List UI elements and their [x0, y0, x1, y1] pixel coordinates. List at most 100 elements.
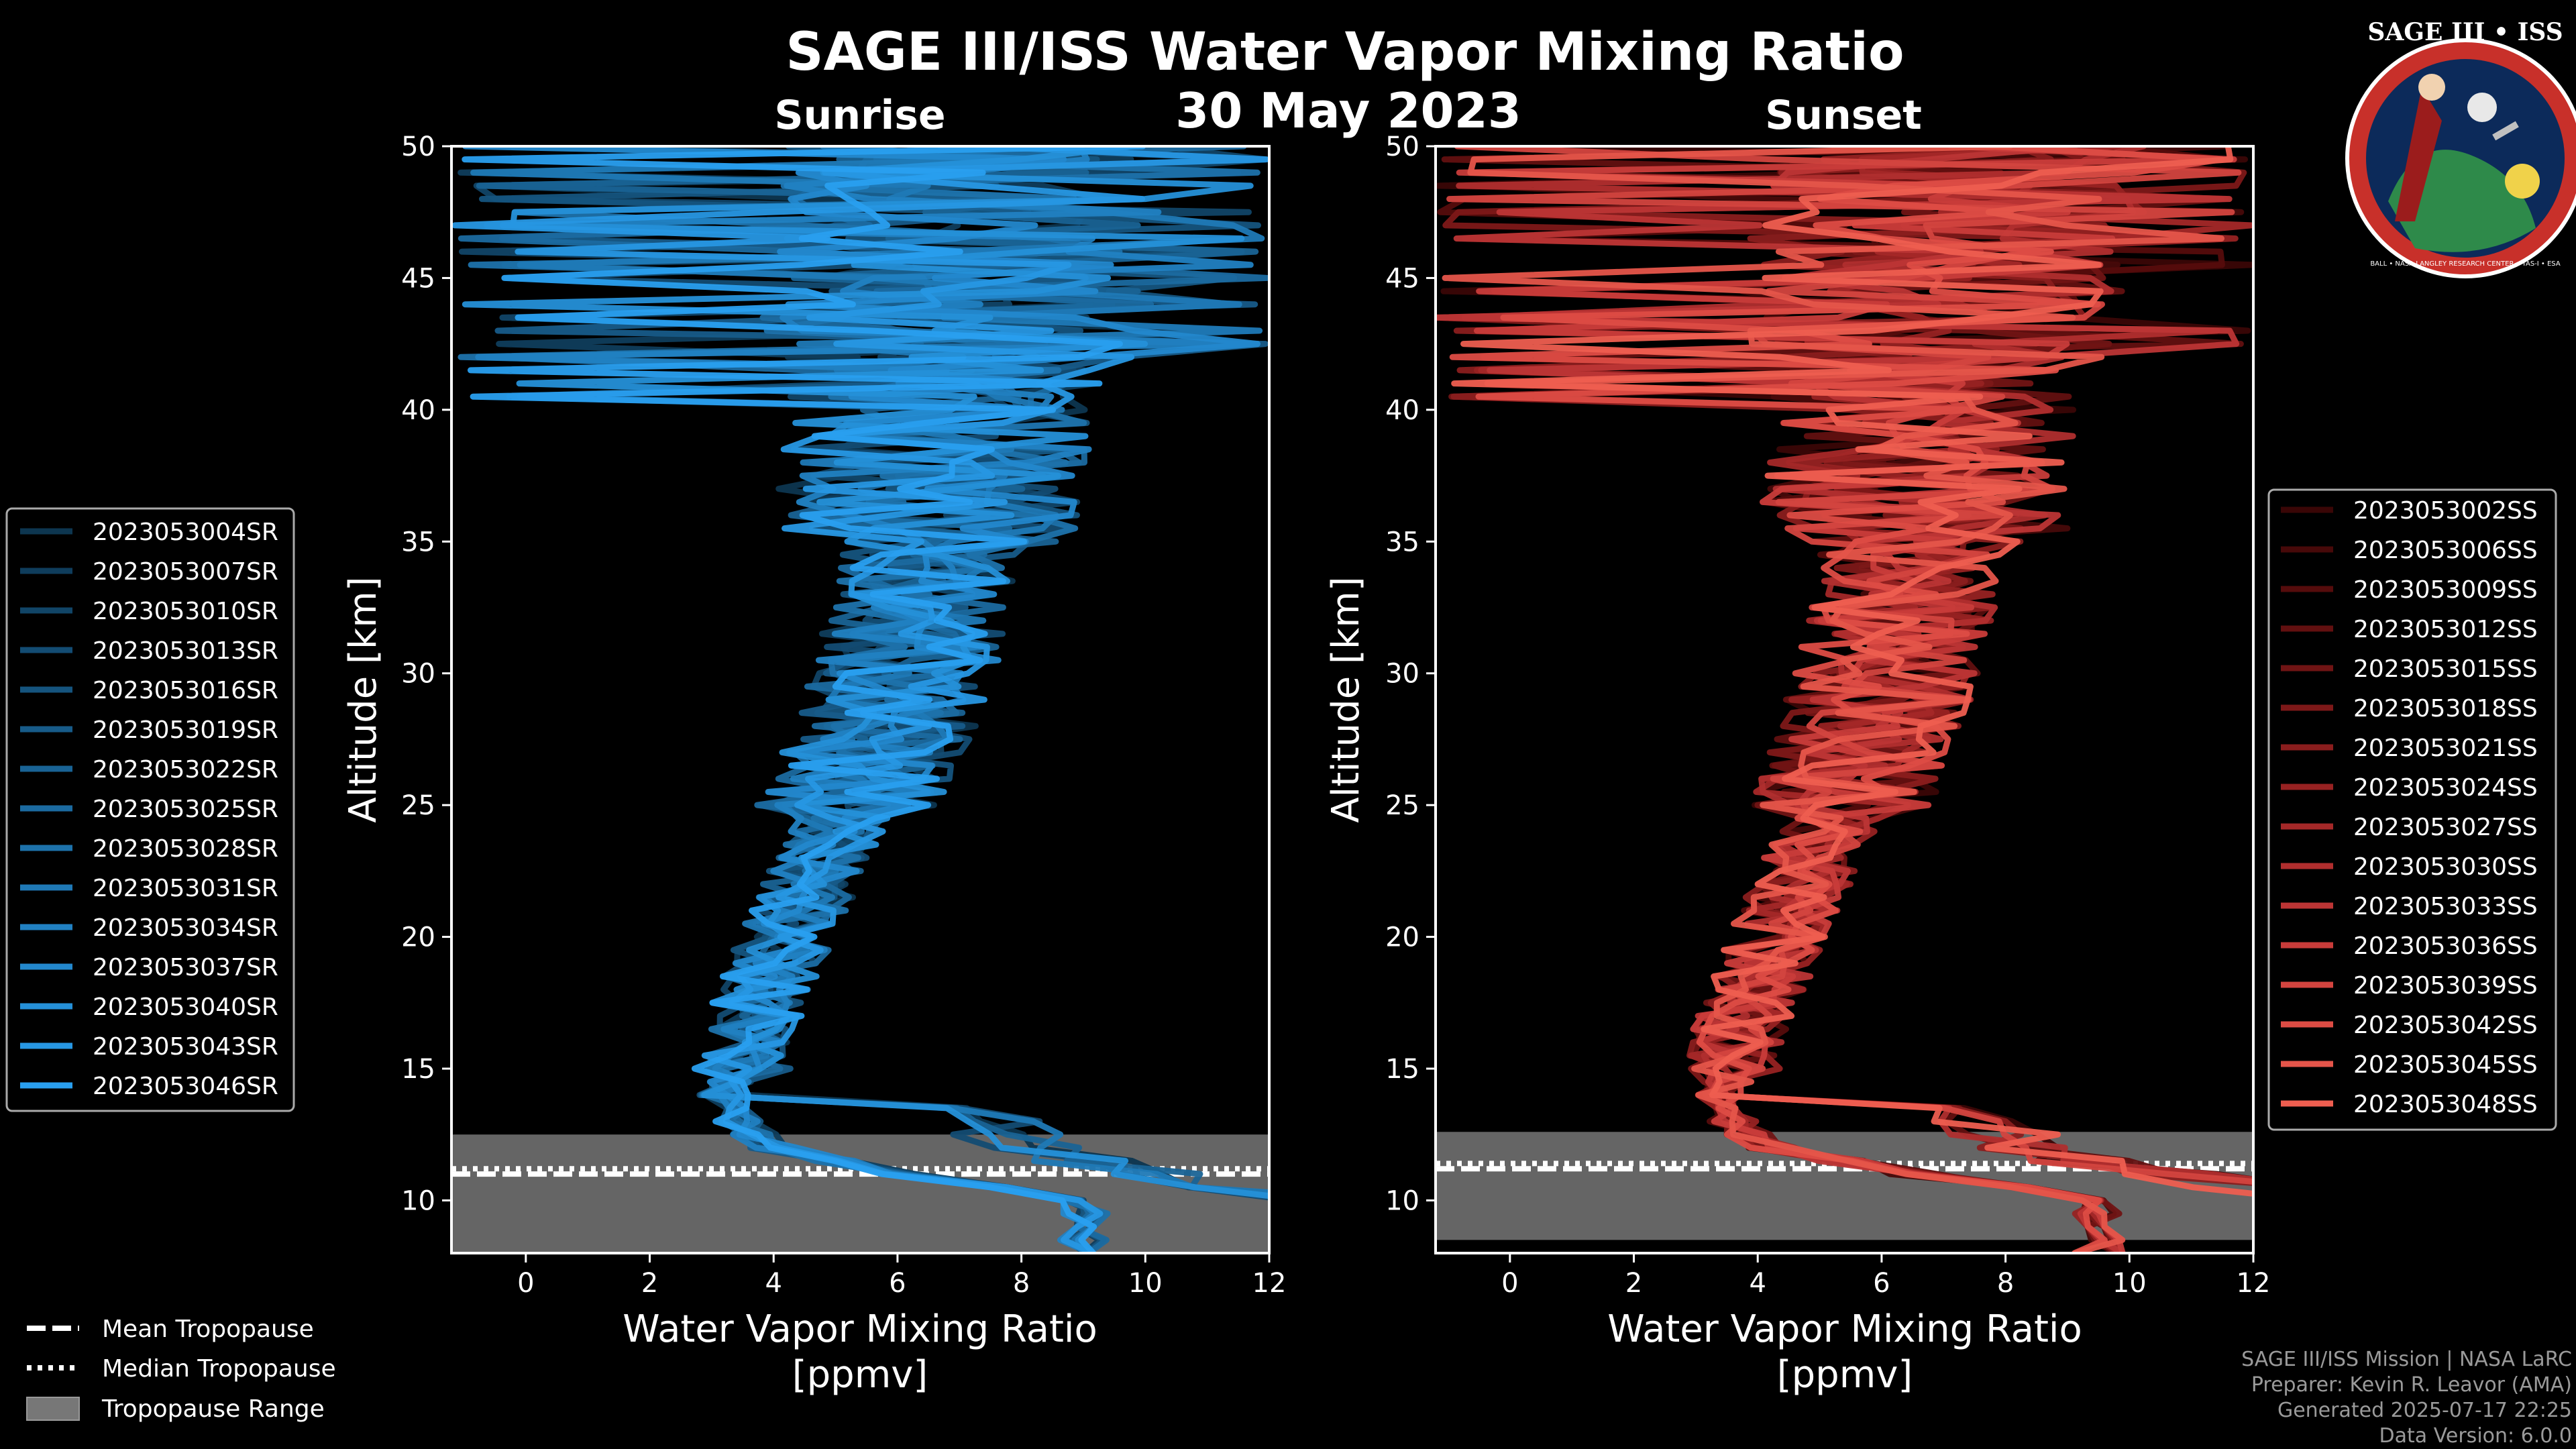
credits-preparer: Preparer: Kevin R. Leavor (AMA)	[2251, 1373, 2572, 1397]
ss-x-tick-label: 8	[1997, 1268, 2014, 1299]
ss-y-tick-label: 25	[1385, 790, 1419, 821]
sr-x-tick-label: 2	[641, 1268, 658, 1299]
ss-legend-label: 2023053030SS	[2353, 853, 2538, 881]
sr-x-tick-label: 4	[765, 1268, 782, 1299]
ss-tropopause-range	[1436, 1132, 2253, 1240]
ss-x-tick-label: 4	[1749, 1268, 1766, 1299]
ss-y-tick-label: 20	[1385, 922, 1419, 953]
sunrise-legend-box	[5, 507, 295, 1112]
sr-y-tick-label: 25	[401, 790, 435, 821]
ss-legend-label: 2023053015SS	[2353, 655, 2538, 683]
sr-legend-label: 2023053028SR	[93, 835, 278, 863]
sr-tropopause-range	[451, 1134, 1269, 1253]
sunset-x-axis-label-line1: Water Vapor Mixing Ratio	[1607, 1307, 2082, 1351]
ss-x-tick-label: 2	[1625, 1268, 1642, 1299]
tropopause-range-swatch	[26, 1397, 80, 1421]
sr-legend-label: 2023053022SR	[93, 756, 278, 784]
ss-legend-label: 2023053024SS	[2353, 774, 2538, 802]
tropopause-range-label: Tropopause Range	[101, 1395, 325, 1423]
credits-generated: Generated 2025-07-17 22:25	[2277, 1399, 2572, 1422]
sr-profile-2023053043SR	[451, 146, 1269, 1253]
sunset-tropopause-layer	[1436, 1132, 2253, 1240]
sr-legend-label: 2023053031SR	[93, 875, 278, 902]
sr-x-tick-label: 10	[1128, 1268, 1163, 1299]
sr-y-tick-label: 30	[401, 659, 435, 690]
ss-y-tick-label: 50	[1385, 131, 1419, 162]
sr-legend-label: 2023053019SR	[93, 716, 278, 744]
ss-y-tick-label: 40	[1385, 395, 1419, 426]
sunrise-tropopause-layer	[451, 1134, 1269, 1253]
ss-legend-label: 2023053009SS	[2353, 576, 2538, 604]
median-tropopause-label: Median Tropopause	[102, 1355, 336, 1383]
ss-legend-label: 2023053048SS	[2353, 1091, 2538, 1118]
sr-x-tick-label: 0	[517, 1268, 534, 1299]
ss-legend-label: 2023053006SS	[2353, 537, 2538, 564]
figure-date: 30 May 2023	[1175, 83, 1521, 139]
ss-legend-label: 2023053039SS	[2353, 972, 2538, 1000]
ss-x-tick-label: 0	[1501, 1268, 1518, 1299]
sr-legend-label: 2023053010SR	[93, 598, 278, 625]
sunrise-plot-frame	[450, 145, 1271, 1254]
logo-title: SAGE III • ISS	[2367, 18, 2563, 46]
credits-mission: SAGE III/ISS Mission | NASA LaRC	[2241, 1348, 2572, 1371]
sunrise-profiles	[451, 146, 1269, 1253]
sunset-panel: 0 2 4 6 8 10 12 10 15 20 25 30 35 40 45 50 Altitude [km…	[1324, 131, 2270, 1397]
sr-profile-2023053028SR	[458, 146, 1260, 1253]
ss-legend-label: 2023053027SS	[2353, 814, 2538, 841]
sunrise-ticks: 0 2 4 6 8 10 12 10 15 20 25 30 35 40 45 50	[401, 131, 1286, 1299]
ss-legend-label: 2023053021SS	[2353, 735, 2538, 762]
sr-legend-label: 2023053016SR	[93, 677, 278, 704]
sr-x-tick-label: 12	[1252, 1268, 1287, 1299]
sunrise-legend: 2023053004SR 2023053007SR 2023053010SR 2023…	[5, 507, 295, 1112]
sr-y-tick-label: 50	[401, 131, 435, 162]
ss-legend-label: 2023053042SS	[2353, 1012, 2538, 1039]
ss-y-tick-label: 30	[1385, 659, 1419, 690]
ss-y-tick-label: 15	[1385, 1054, 1419, 1085]
sr-legend-label: 2023053013SR	[93, 637, 278, 665]
sunset-ticks: 0 2 4 6 8 10 12 10 15 20 25 30 35 40 45 50	[1385, 131, 2270, 1299]
figure-title: SAGE III/ISS Water Vapor Mixing Ratio	[786, 22, 1904, 83]
sr-x-tick-label: 6	[889, 1268, 906, 1299]
sunset-legend-box	[2267, 488, 2557, 1131]
ss-y-tick-label: 45	[1385, 263, 1419, 294]
ss-y-tick-label: 35	[1385, 527, 1419, 557]
ss-legend-label: 2023053002SS	[2353, 497, 2538, 525]
sr-y-tick-label: 15	[401, 1054, 435, 1085]
sr-profile-2023053019SR	[494, 146, 1269, 1253]
ss-x-tick-label: 6	[1873, 1268, 1890, 1299]
sage-iii-iss-logo: SAGE III • ISS BALL • NASA LANGLEY RESEA…	[2345, 18, 2576, 278]
sunset-plot-frame	[1434, 145, 2255, 1254]
ss-legend-label: 2023053018SS	[2353, 695, 2538, 722]
sr-legend-label: 2023053034SR	[93, 914, 278, 942]
sr-y-tick-label: 45	[401, 263, 435, 294]
sr-legend-label: 2023053007SR	[93, 558, 278, 586]
ss-legend-label: 2023053036SS	[2353, 932, 2538, 960]
sunrise-panel: 0 2 4 6 8 10 12 10 15 20 25 30 35 40 45 50 Altitude [km…	[341, 131, 1286, 1397]
ss-x-tick-label: 12	[2237, 1268, 2271, 1299]
ss-x-tick-label: 10	[2112, 1268, 2147, 1299]
sunset-panel-title: Sunset	[1765, 92, 1922, 139]
sunrise-x-axis-label-line1: Water Vapor Mixing Ratio	[623, 1307, 1097, 1351]
tropopause-legend: Mean Tropopause Median Tropopause Tropop…	[26, 1316, 336, 1423]
ss-y-tick-label: 10	[1385, 1185, 1419, 1216]
sr-legend-label: 2023053043SR	[93, 1033, 278, 1061]
credits-data-version: Data Version: 6.0.0	[2379, 1424, 2572, 1448]
sr-legend-label: 2023053040SR	[93, 994, 278, 1021]
sunrise-y-axis-label: Altitude [km]	[341, 576, 385, 822]
sunset-legend: 2023053002SS 2023053006SS 2023053009SS 2023…	[2267, 488, 2557, 1131]
ss-legend-label: 2023053033SS	[2353, 893, 2538, 920]
sr-y-tick-label: 10	[401, 1185, 435, 1216]
sr-x-tick-label: 8	[1013, 1268, 1030, 1299]
sunrise-panel-title: Sunrise	[774, 92, 945, 139]
sr-legend-label: 2023053046SR	[93, 1073, 278, 1100]
sunset-x-axis-label-line2: [ppmv]	[1777, 1353, 1913, 1397]
sunset-profiles	[1436, 146, 2253, 1253]
sr-legend-label: 2023053025SR	[93, 796, 278, 823]
ss-legend-label: 2023053045SS	[2353, 1051, 2538, 1079]
logo-ring-text: BALL • NASA LANGLEY RESEARCH CENTER • TA…	[2370, 260, 2561, 268]
ss-profile-2023053048SS	[1451, 146, 2253, 1197]
sr-profile-2023053040SR	[462, 146, 1269, 1199]
sr-y-tick-label: 35	[401, 527, 435, 557]
credits: SAGE III/ISS Mission | NASA LaRC Prepare…	[2241, 1348, 2572, 1448]
